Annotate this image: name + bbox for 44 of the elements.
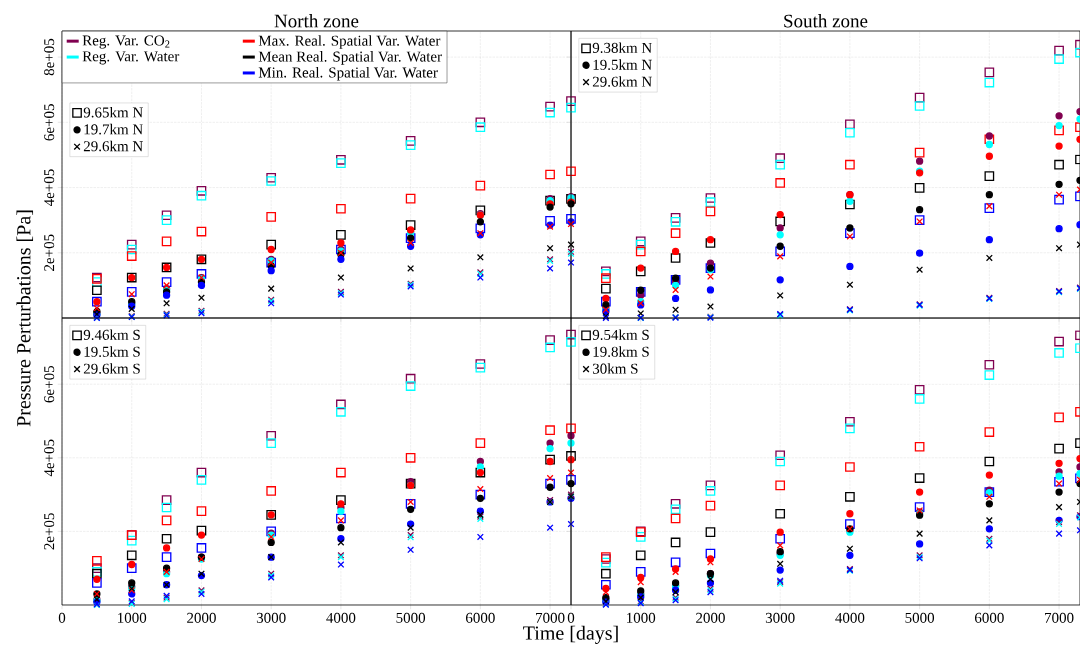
chart-title: South zone [784, 14, 868, 28]
legend-label: 30km S [592, 363, 638, 374]
x-tick-label: 7000 [536, 612, 565, 623]
legend-label: 29.6km N [83, 140, 143, 152]
y-tick-label: 2e+05 [44, 234, 55, 271]
legend-label: 19.7km N [84, 123, 143, 135]
chart-title: North zone [274, 14, 359, 28]
x-tick-label: 6000 [974, 612, 1004, 623]
x-tick-label: 0 [567, 612, 575, 623]
y-tick-label: 6e+05 [44, 104, 55, 141]
x-tick-label: 7000 [1045, 612, 1074, 623]
x-tick-label: 2000 [696, 612, 725, 623]
legend-label: 9.38km N [592, 42, 652, 53]
y-tick-label: 6e+05 [44, 366, 55, 403]
legend-label: Reg. Var. CO$_{2}$ [82, 35, 170, 49]
x-tick-label: 4000 [835, 612, 865, 623]
y-tick-label: 4e+05 [44, 169, 55, 207]
legend-label: 29.6km S [83, 363, 140, 374]
x-tick-label: 3000 [765, 612, 795, 623]
x-tick-label: 1000 [627, 612, 656, 623]
legend-label: Reg. Var. Water [82, 51, 180, 65]
x-tick-label: 2000 [187, 612, 216, 623]
x-tick-label: 0 [58, 612, 66, 623]
legend-label: 9.54km S [592, 329, 649, 340]
y-axis-title: Pressure Perturbations [Pa] [16, 210, 34, 427]
x-tick-label: 6000 [466, 612, 495, 623]
x-axis-title: Time [days] [523, 625, 618, 644]
legend-label: 9.65km N [83, 106, 143, 118]
legend-label: 19.8km S [593, 346, 649, 357]
legend-label: Min. Real. Spatial Var. Water [258, 67, 438, 81]
legend-label: 19.5km N [593, 59, 652, 70]
y-tick-label: 2e+05 [44, 513, 55, 550]
legend-label: Max. Real. Spatial Var. Water [258, 35, 441, 49]
x-tick-label: 5000 [396, 612, 426, 623]
legend-label: 29.6km N [592, 76, 652, 87]
y-tick-label: 4e+05 [44, 439, 55, 477]
x-tick-label: 4000 [326, 612, 356, 623]
y-tick-label: 8e+05 [44, 38, 55, 76]
legend-label: 9.46km S [83, 329, 140, 340]
legend-label: Mean Real. Spatial Var. Water [258, 51, 442, 65]
legend-label: 19.5km S [84, 346, 140, 357]
x-tick-label: 3000 [256, 612, 286, 623]
x-tick-label: 5000 [905, 612, 935, 623]
x-tick-label: 1000 [118, 612, 147, 623]
